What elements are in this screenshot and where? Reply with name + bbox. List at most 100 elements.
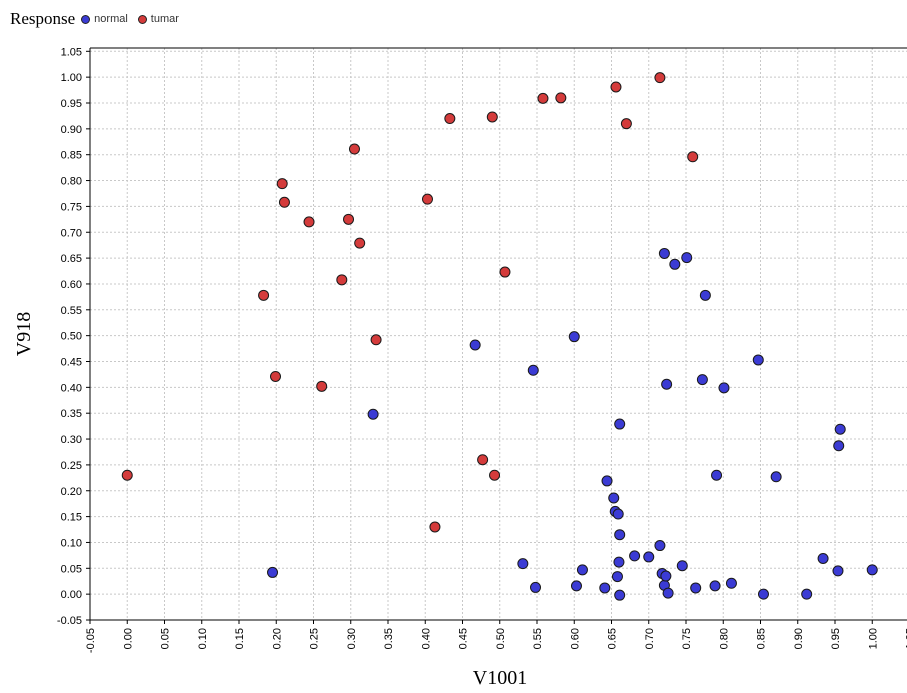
y-tick-label: 1.00 [61,72,82,84]
data-point-normal [699,289,711,301]
x-tick-labels: -0.05 0.00 0.05 0.10 0.15 0.20 0.25 0.30 0.35 0.4… [85,620,907,653]
data-point-normal [570,580,582,592]
data-point-normal [752,354,764,366]
data-point-tumar [537,92,549,104]
data-point-normal [669,258,681,270]
y-axis-title: V918 [13,312,35,356]
y-tick-label: 0.25 [61,460,82,472]
data-point-tumar [316,380,328,392]
data-point-normal [601,475,613,487]
data-point-tumar [610,81,622,93]
data-point-normal [658,247,670,259]
data-point-normal [834,423,846,435]
data-point-normal [576,564,588,576]
data-point-normal [530,581,542,593]
data-point-normal [643,551,655,563]
y-tick-label: -0.05 [57,615,82,627]
data-point-tumar [444,113,456,125]
y-tick-label: 1.05 [61,46,82,58]
data-point-normal [757,588,769,600]
data-point-normal [267,566,279,578]
legend-marker-normal [81,14,91,24]
x-tick-label: 0.55 [532,628,544,649]
y-tick-label: 0.40 [61,382,82,394]
legend-marker-tumar [137,14,147,24]
x-tick-label: 0.75 [681,628,693,649]
y-tick-label: 0.65 [61,253,82,265]
data-point-tumar [258,289,270,301]
data-point-tumar [370,334,382,346]
data-point-normal [725,577,737,589]
data-point-tumar [276,178,288,190]
x-tick-label: 0.90 [793,628,805,649]
data-point-normal [833,440,845,452]
data-point-tumar [348,143,360,155]
x-tick-label: 0.25 [309,628,321,649]
data-point-normal [568,331,580,343]
data-point-normal [367,408,379,420]
x-tick-label: 0.95 [830,628,842,649]
y-tick-label: 0.55 [61,305,82,317]
data-point-normal [517,558,529,570]
grid-lines [90,48,907,620]
y-tick-label: 0.15 [61,512,82,524]
x-tick-label: 0.85 [756,628,768,649]
y-tick-label: 0.95 [61,98,82,110]
y-tick-label: 0.35 [61,408,82,420]
data-point-normal [660,570,672,582]
data-point-normal [718,382,730,394]
x-tick-label: 0.30 [346,628,358,649]
x-tick-label: 0.70 [644,628,656,649]
data-point-normal [629,550,641,562]
x-axis-title: V1001 [473,667,527,689]
data-point-normal [614,529,626,541]
data-point-tumar [336,274,348,286]
data-point-tumar [477,454,489,466]
plot-area [90,48,907,620]
data-point-normal [690,582,702,594]
legend-item-normal: normal [81,13,128,25]
data-point-normal [696,374,708,386]
data-point-normal [770,471,782,483]
legend-item-tumar: tumar [137,13,179,25]
data-point-normal [527,364,539,376]
y-tick-label: 0.05 [61,563,82,575]
y-tick-labels: -0.05 0.00 0.05 0.10 0.15 0.20 0.25 0.30 0.35 0.4… [57,46,90,627]
legend: Response normal tumar [10,8,189,30]
data-point-tumar [486,111,498,123]
data-point-normal [599,582,611,594]
legend-title: Response [10,9,76,28]
data-point-normal [614,418,626,430]
y-tick-label: 0.10 [61,537,82,549]
data-point-normal [709,580,721,592]
data-point-normal [801,588,813,600]
x-tick-label: 0.80 [718,628,730,649]
data-point-normal [866,564,878,576]
x-tick-label: 0.65 [607,628,619,649]
data-point-normal [612,508,624,520]
data-point-normal [608,492,620,504]
data-point-normal [661,378,673,390]
x-tick-label: 0.60 [569,628,581,649]
data-point-tumar [429,521,441,533]
y-tick-label: 0.80 [61,176,82,188]
data-point-tumar [303,216,315,228]
data-point-normal [817,552,829,564]
legend-label-normal: normal [94,13,128,25]
data-point-tumar [687,151,699,163]
data-point-tumar [421,193,433,205]
data-point-tumar [620,118,632,130]
data-point-normal [613,556,625,568]
data-point-tumar [499,266,511,278]
data-point-normal [469,339,481,351]
y-tick-label: 0.20 [61,486,82,498]
data-point-normal [681,252,693,264]
x-tick-label: 0.15 [234,628,246,649]
x-tick-label: -0.05 [85,628,97,653]
y-tick-label: 0.45 [61,357,82,369]
data-point-normal [611,571,623,583]
data-point-tumar [278,196,290,208]
y-tick-label: 0.75 [61,201,82,213]
y-tick-label: 0.90 [61,124,82,136]
